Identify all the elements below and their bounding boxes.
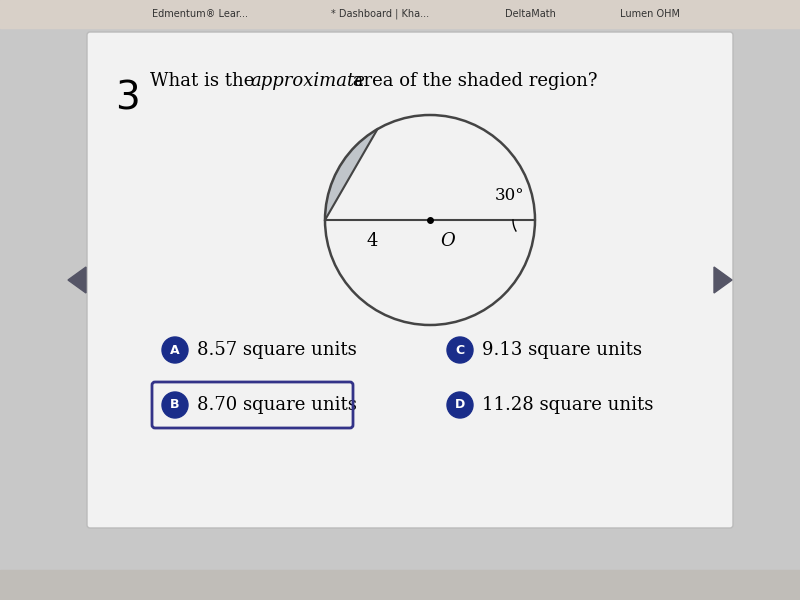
Text: 9.13 square units: 9.13 square units — [482, 341, 642, 359]
Circle shape — [447, 337, 473, 363]
FancyBboxPatch shape — [87, 32, 733, 528]
Bar — [0, 0, 800, 28]
Text: approximate: approximate — [250, 72, 365, 90]
Text: A: A — [170, 343, 180, 356]
Text: 8.70 square units: 8.70 square units — [197, 396, 357, 414]
Text: Lumen OHM: Lumen OHM — [620, 9, 680, 19]
Text: 11.28 square units: 11.28 square units — [482, 396, 654, 414]
Circle shape — [447, 392, 473, 418]
Text: C: C — [455, 343, 465, 356]
Text: 8.57 square units: 8.57 square units — [197, 341, 357, 359]
Polygon shape — [325, 129, 378, 220]
Polygon shape — [714, 267, 732, 293]
Text: * Dashboard | Kha...: * Dashboard | Kha... — [331, 9, 429, 19]
Text: 30°: 30° — [495, 187, 525, 204]
Text: What is the: What is the — [150, 72, 260, 90]
Text: 3: 3 — [115, 80, 140, 118]
Bar — [0, 570, 800, 600]
Text: B: B — [170, 398, 180, 412]
Polygon shape — [68, 267, 86, 293]
Text: DeltaMath: DeltaMath — [505, 9, 555, 19]
Circle shape — [162, 392, 188, 418]
Text: area of the shaded region?: area of the shaded region? — [347, 72, 598, 90]
Circle shape — [162, 337, 188, 363]
Text: Edmentum® Lear...: Edmentum® Lear... — [152, 9, 248, 19]
Text: D: D — [455, 398, 465, 412]
Text: O: O — [440, 232, 454, 250]
Text: 4: 4 — [366, 232, 378, 250]
